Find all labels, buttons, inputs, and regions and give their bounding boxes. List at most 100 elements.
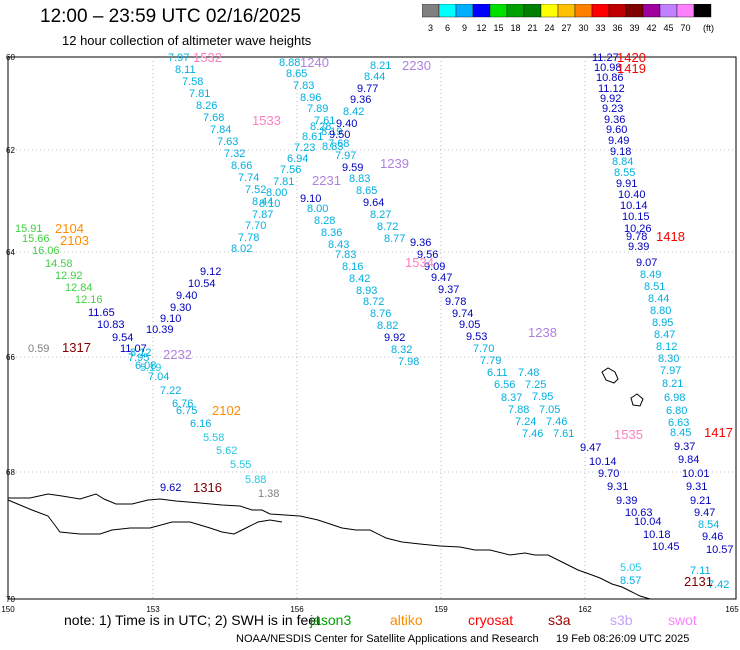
wave-height-value: 7.88 xyxy=(508,404,529,416)
wave-height-value: 9.54 xyxy=(112,332,133,344)
wave-height-value: 7.97 xyxy=(168,52,189,64)
wave-height-value: 7.81 xyxy=(273,176,294,188)
wave-height-value: 7.11 xyxy=(690,565,711,577)
wave-height-value: 9.09 xyxy=(424,261,445,273)
island-1 xyxy=(601,367,619,384)
wave-height-value: 7.79 xyxy=(480,355,501,367)
wave-height-value: 9.78 xyxy=(445,296,466,308)
colorbar-label: 45 xyxy=(663,23,673,33)
lat-label: 60 xyxy=(6,53,15,62)
pass-id-label: 1240 xyxy=(300,55,329,70)
wave-height-value: 8.28 xyxy=(314,215,335,227)
wave-height-value: 11.65 xyxy=(88,307,115,319)
credit: NOAA/NESDIS Center for Satellite Applica… xyxy=(236,633,539,645)
wave-height-value: 8.44 xyxy=(364,71,385,83)
wave-height-value: 9.49 xyxy=(608,135,629,147)
wave-height-value: 8.42 xyxy=(343,106,364,118)
wave-height-value: 10.45 xyxy=(652,541,680,553)
wave-height-value: 9.64 xyxy=(363,197,384,209)
wave-height-value: 6.94 xyxy=(287,153,308,165)
colorbar-label: 12 xyxy=(476,23,486,33)
map-frame xyxy=(7,56,737,600)
wave-height-value: 8.49 xyxy=(640,269,661,281)
wave-height-value: 9.36 xyxy=(410,237,431,249)
wave-height-value: 8.00 xyxy=(266,187,287,199)
wave-height-value: 10.01 xyxy=(682,468,710,480)
lat-label: 68 xyxy=(6,468,15,477)
wave-height-value: 8.02 xyxy=(231,243,252,255)
wave-height-value: 9.18 xyxy=(610,146,631,158)
lat-label: 64 xyxy=(6,248,15,257)
wave-height-value: 8.11 xyxy=(175,64,196,76)
pass-id-label: 2232 xyxy=(163,347,192,362)
wave-height-value: 8.47 xyxy=(654,329,675,341)
lon-label: 162 xyxy=(578,605,592,614)
wave-height-value: 10.26 xyxy=(624,223,652,235)
colorbar-label: 15 xyxy=(493,23,503,33)
mission-label: jason3 xyxy=(310,612,352,628)
colorbar-label: 39 xyxy=(629,23,639,33)
pass-id-label: 2103 xyxy=(60,233,89,248)
wave-height-value: 7.58 xyxy=(182,76,203,88)
colorbar-swatch xyxy=(693,4,712,18)
mission-label: s3a xyxy=(548,612,571,628)
wave-height-value: 10.63 xyxy=(625,507,653,519)
wave-height-value: 8.95 xyxy=(652,317,673,329)
wave-height-value: 10.14 xyxy=(620,200,648,212)
wave-height-value: 8.72 xyxy=(363,296,384,308)
wave-height-value: 10.04 xyxy=(634,516,662,528)
wave-height-value: 9.05 xyxy=(459,319,480,331)
title: 12:00 – 23:59 UTC 02/16/2025 xyxy=(40,6,301,27)
mission-label: altiko xyxy=(390,612,423,628)
wave-height-value: 8.45 xyxy=(670,427,691,439)
colorbar-label: 27 xyxy=(561,23,571,33)
wave-height-value: 14.58 xyxy=(45,258,73,270)
pass-id-label: 1316 xyxy=(193,480,222,495)
pass-id-label: 1534 xyxy=(405,255,434,270)
wave-height-value: 8.30 xyxy=(658,353,679,365)
wave-height-value: 8.93 xyxy=(356,285,377,297)
wave-height-value: 8.19 xyxy=(321,126,342,138)
wave-height-value: 8.65 xyxy=(356,185,377,197)
lon-label: 150 xyxy=(1,605,15,614)
pass-id-label: 1238 xyxy=(528,325,557,340)
colorbar-label: 9 xyxy=(462,23,467,33)
wave-height-value: 8.21 xyxy=(662,378,683,390)
wave-height-value: 7.48 xyxy=(518,367,539,379)
wave-height-value: 10.57 xyxy=(706,544,734,556)
wave-height-value: 9.39 xyxy=(616,495,637,507)
pass-id-label: 1239 xyxy=(380,156,409,171)
wave-height-value: 7.63 xyxy=(217,136,238,148)
lat-label: 66 xyxy=(6,353,15,362)
colorbar-label: 36 xyxy=(612,23,622,33)
wave-height-value: 8.26 xyxy=(196,100,217,112)
wave-height-value: 9.56 xyxy=(417,249,438,261)
wave-height-value: 8.44 xyxy=(648,293,669,305)
pass-id-label: 1532 xyxy=(193,50,222,65)
wave-height-value: 15.91 xyxy=(15,223,43,235)
wave-height-value: 8.88 xyxy=(279,57,300,69)
wave-height-value: 8.84 xyxy=(612,156,633,168)
wave-height-value: 6.11 xyxy=(487,367,508,379)
wave-height-value: 7.23 xyxy=(294,142,315,154)
wave-height-value: 6.63 xyxy=(668,417,689,429)
pass-id-label: 2102 xyxy=(212,403,241,418)
wave-height-value: 8.55 xyxy=(614,167,635,179)
wave-height-value: 8.66 xyxy=(231,160,252,172)
wave-height-value: 9.07 xyxy=(636,257,657,269)
wave-height-value: 8.51 xyxy=(644,281,665,293)
lon-label: 156 xyxy=(290,605,304,614)
wave-height-value: 7.22 xyxy=(160,385,181,397)
wave-height-value: 9.47 xyxy=(431,272,452,284)
wave-height-value: 9.10 xyxy=(300,193,321,205)
wave-height-value: 10.86 xyxy=(596,72,624,84)
wave-height-value: 8.54 xyxy=(698,519,719,531)
wave-height-value: 7.61 xyxy=(314,115,335,127)
wave-height-value: 7.52 xyxy=(245,184,266,196)
wave-height-value: 10.83 xyxy=(97,319,125,331)
wave-height-value: 8.65 xyxy=(286,68,307,80)
wave-height-value: 8.27 xyxy=(370,209,391,221)
colorbar-label: 70 xyxy=(680,23,690,33)
wave-height-value: 9.74 xyxy=(452,308,473,320)
wave-height-value: 7.87 xyxy=(252,209,273,221)
